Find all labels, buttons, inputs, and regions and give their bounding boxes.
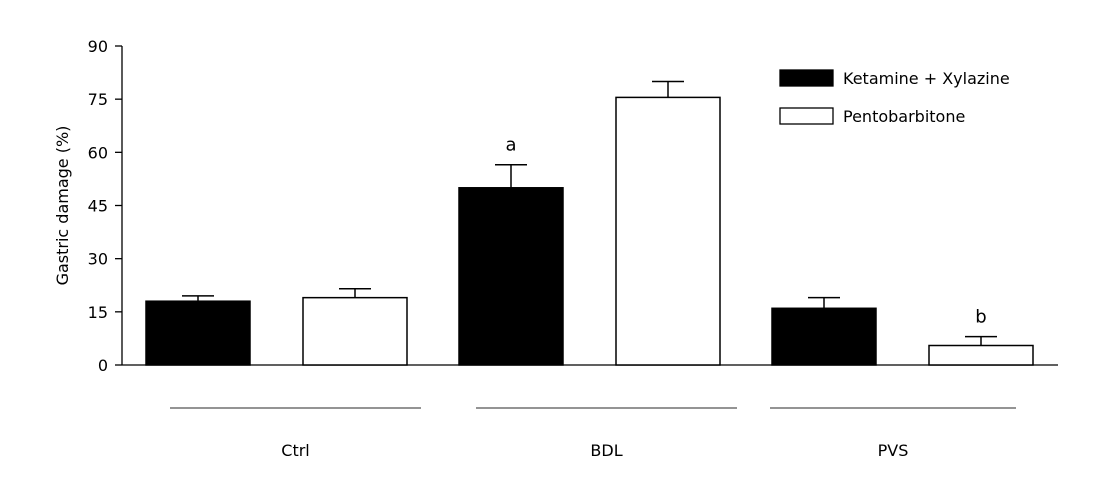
bar: [302, 296, 408, 366]
y-tick-label: 75: [88, 90, 108, 109]
legend-swatch: [779, 107, 834, 125]
legend-swatch: [779, 69, 834, 87]
bar: [145, 300, 251, 366]
y-tick-label: 60: [88, 143, 108, 162]
x-category-label: Ctrl: [281, 441, 309, 460]
legend-label: Pentobarbitone: [843, 107, 965, 126]
significance-annotation: a: [505, 135, 516, 156]
significance-annotation: b: [975, 307, 986, 328]
y-tick-label: 30: [88, 250, 108, 269]
y-axis-ticks: 0 15 30 45 60 75 90: [88, 37, 122, 375]
bar: [771, 307, 877, 366]
x-category-label: PVS: [878, 441, 909, 460]
y-tick-label: 0: [98, 356, 108, 375]
y-axis-label: Gastric damage (%): [53, 126, 72, 286]
category-groups: Ctrl BDL PVS: [170, 407, 1016, 460]
legend-label: Ketamine + Xylazine: [843, 69, 1010, 88]
bar: [458, 187, 564, 366]
bar: [928, 344, 1034, 366]
x-category-label: BDL: [590, 441, 622, 460]
annotations: ab: [505, 135, 986, 328]
y-tick-label: 45: [88, 197, 108, 216]
bar: [615, 96, 721, 366]
y-tick-label: 90: [88, 37, 108, 56]
legend: Ketamine + Xylazine Pentobarbitone: [779, 69, 1010, 126]
bars: [145, 80, 1034, 366]
y-tick-label: 15: [88, 303, 108, 322]
